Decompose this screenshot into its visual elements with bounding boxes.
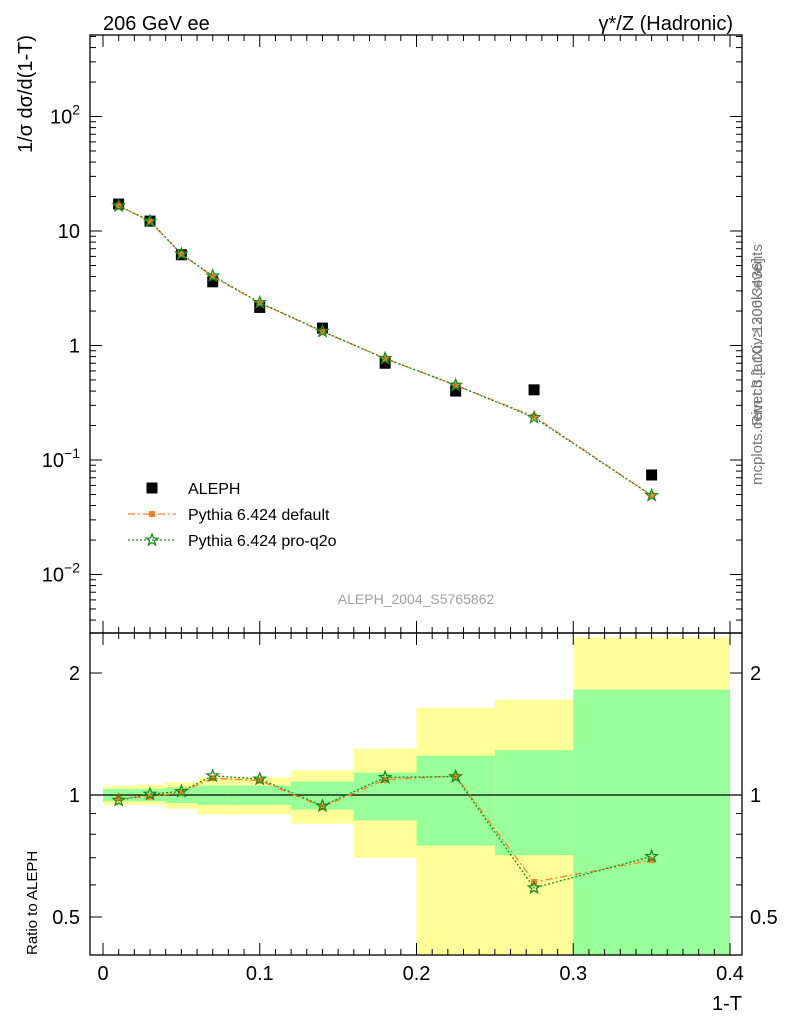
main-point-aleph-3	[207, 276, 219, 288]
ratio-point-pythia-6-424-pro-q2o-8	[526, 880, 542, 895]
main-point-pythia-6-424-default-0	[115, 202, 122, 209]
watermark: ALEPH_2004_S5765862	[338, 591, 495, 607]
ratio-point-pythia-6-424-default-9	[648, 857, 655, 864]
main-point-aleph-6	[379, 357, 391, 369]
main-point-pythia-6-424-default-1	[147, 218, 154, 225]
y-tick-label: 10−2	[42, 560, 80, 587]
ratio-y-tick-label-left: 2	[69, 663, 80, 685]
ratio-point-pythia-6-424-default-5	[319, 803, 326, 810]
ratio-y-tick-label-left: 0.5	[52, 907, 80, 929]
ratio-point-pythia-6-424-default-7	[452, 772, 459, 779]
ratio-point-pythia-6-424-pro-q2o-9	[644, 848, 660, 863]
ratio-bands	[90, 637, 742, 955]
x-tick-label: 0.4	[716, 963, 744, 985]
main-point-aleph-7	[450, 385, 462, 397]
side-rivet: Rivet 3.1.10, ≥ 200k events	[749, 244, 766, 426]
y-tick-label: 10	[58, 221, 80, 243]
ratio-point-pythia-6-424-pro-q2o-4	[252, 771, 268, 786]
main-point-aleph-9	[646, 469, 658, 481]
header-right: γ*/Z (Hadronic)	[599, 13, 733, 35]
ratio-point-pythia-6-424-pro-q2o-5	[314, 797, 331, 813]
legend-marker-pythia-6-424-pro-q2o	[144, 532, 160, 547]
legend-label-pythia-6-424-pro-q2o: Pythia 6.424 pro-q2o	[188, 533, 337, 550]
ratio-point-pythia-6-424-pro-q2o-0	[111, 792, 127, 807]
x-tick-label: 0	[97, 963, 108, 985]
main-point-pythia-6-424-pro-q2o-0	[111, 197, 127, 213]
main-point-pythia-6-424-default-8	[531, 413, 538, 420]
ratio-point-pythia-6-424-pro-q2o-6	[377, 769, 393, 784]
ratio-y-axis-label: Ratio to ALEPH	[24, 851, 41, 955]
main-panel-marks	[111, 197, 660, 502]
legend-label-pythia-6-424-default: Pythia 6.424 default	[188, 507, 330, 524]
legend-marker-pythia-6-424-default	[149, 511, 155, 517]
main-point-aleph-8	[528, 384, 540, 396]
main-y-axis-label: 1/σ dσ/d(1-T)	[15, 35, 37, 153]
x-tick-label: 0.3	[559, 963, 587, 985]
header-left: 206 GeV ee	[103, 13, 210, 35]
main-point-pythia-6-424-pro-q2o-9	[644, 487, 660, 502]
ratio-point-pythia-6-424-default-4	[256, 777, 263, 784]
ratio-line-pythia-6-424-default	[118, 775, 652, 883]
ratio-y-tick-label-right: 1	[750, 785, 761, 807]
y-tick-label: 10−1	[42, 445, 80, 472]
main-point-pythia-6-424-pro-q2o-2	[173, 246, 189, 261]
y-tick-label: 102	[50, 102, 80, 129]
main-point-aleph-5	[316, 322, 328, 334]
main-point-pythia-6-424-pro-q2o-5	[314, 323, 331, 338]
ratio-y-tick-label-left: 1	[69, 785, 80, 807]
legend-marker-aleph	[146, 482, 158, 494]
x-axis-label: 1-T	[712, 993, 742, 1015]
main-point-aleph-4	[254, 301, 266, 313]
ratio-point-pythia-6-424-pro-q2o-3	[205, 767, 221, 783]
main-point-pythia-6-424-pro-q2o-4	[252, 294, 268, 309]
x-tick-label: 0.1	[246, 963, 274, 985]
legend-label-aleph: ALEPH	[188, 481, 240, 498]
band-1sigma-9	[573, 689, 730, 955]
main-line-pythia-6-424-pro-q2o	[118, 205, 652, 497]
main-point-pythia-6-424-default-3	[209, 273, 216, 280]
ratio-panel	[111, 767, 660, 895]
legend: ALEPH Pythia 6.424 default Pythia 6.424 pr…	[128, 481, 337, 550]
main-point-pythia-6-424-pro-q2o-3	[205, 268, 221, 283]
band-1sigma-8	[494, 750, 574, 856]
ratio-y-tick-label-right: 2	[750, 663, 761, 685]
ratio-point-pythia-6-424-default-0	[115, 795, 122, 802]
x-tick-label: 0.2	[403, 963, 431, 985]
main-point-pythia-6-424-pro-q2o-8	[526, 409, 542, 424]
main-line-pythia-6-424-default	[118, 204, 652, 497]
ratio-point-pythia-6-424-default-2	[178, 789, 185, 796]
ratio-point-pythia-6-424-pro-q2o-7	[448, 768, 464, 783]
side-mcplots: mcplots.cern.ch [arXiv:1306.3436]	[749, 258, 766, 485]
main-point-pythia-6-424-pro-q2o-7	[448, 377, 464, 392]
ratio-y-tick-label-right: 0.5	[750, 907, 778, 929]
main-point-pythia-6-424-pro-q2o-6	[377, 350, 393, 365]
axes: 0 0.1 0.2 0.3 0.4 10−2 10−1 1 10 102 0.5 0.5 1 1 2 2 1/σ…	[15, 34, 778, 1015]
main-point-pythia-6-424-pro-q2o-1	[142, 213, 158, 228]
y-tick-label: 1	[69, 336, 80, 358]
ratio-point-pythia-6-424-pro-q2o-1	[142, 786, 158, 801]
ratio-point-pythia-6-424-pro-q2o-2	[173, 783, 189, 798]
ratio-line-pythia-6-424-pro-q2o	[118, 775, 652, 889]
main-point-pythia-6-424-default-9	[648, 492, 655, 499]
